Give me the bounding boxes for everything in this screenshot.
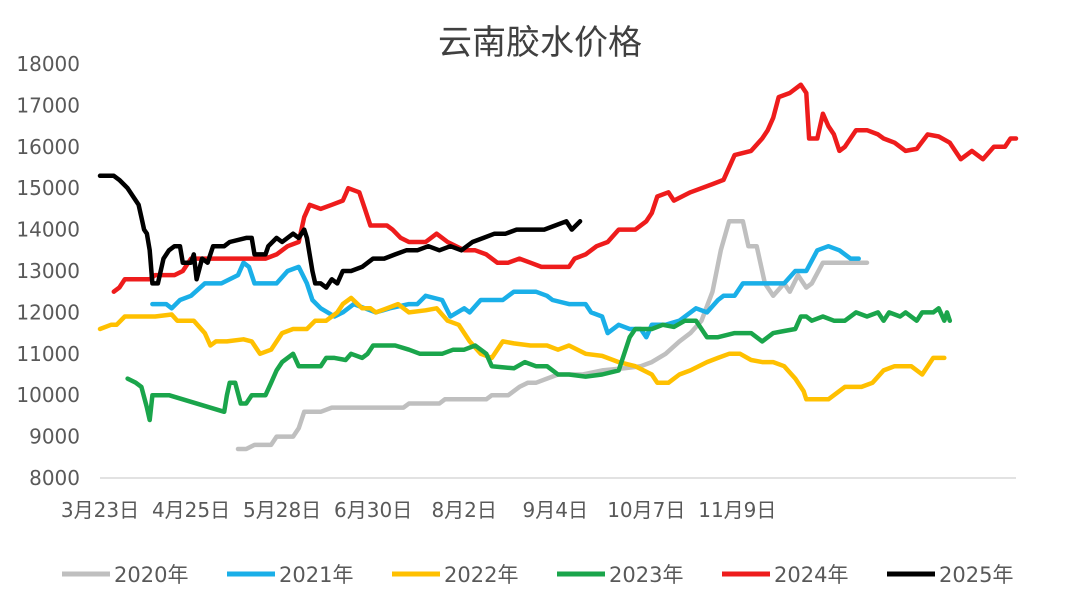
- y-tick-label: 11000: [16, 342, 80, 366]
- x-tick-label: 9月4日: [523, 498, 588, 522]
- x-tick-label: 3月23日: [61, 498, 139, 522]
- legend-label: 2023年: [609, 563, 683, 587]
- series-layer: [97, 82, 1019, 452]
- legend-label: 2020年: [114, 563, 188, 587]
- x-tick-label: 10月7日: [607, 498, 685, 522]
- y-tick-label: 15000: [16, 176, 80, 200]
- chart-title: 云南胶水价格: [438, 23, 642, 63]
- y-tick-label: 12000: [16, 300, 80, 324]
- x-tick-label: 5月28日: [243, 498, 321, 522]
- x-tick-label: 4月25日: [152, 498, 230, 522]
- y-tick-label: 10000: [16, 383, 80, 407]
- series-line-2023年: [125, 306, 953, 423]
- series-line-2021年: [150, 243, 861, 340]
- x-tick-label: 11月9日: [698, 498, 776, 522]
- x-tick-label: 6月30日: [334, 498, 412, 522]
- y-tick-label: 14000: [16, 218, 80, 242]
- legend-label: 2024年: [774, 563, 848, 587]
- y-tick-label: 17000: [16, 93, 80, 117]
- series-line-2022年: [97, 295, 947, 402]
- x-axis: 3月23日 4月25日 5月28日 6月30日 8月2日 9月4日 10月7日 11月9日: [61, 498, 777, 522]
- y-tick-label: 8000: [29, 466, 80, 490]
- legend-label: 2025年: [939, 563, 1013, 587]
- legend-label: 2022年: [444, 563, 518, 587]
- series-line-2025年: [97, 173, 583, 290]
- y-tick-label: 16000: [16, 135, 80, 159]
- y-axis: 8000 9000 10000 11000 12000 13000 14000 15000 16…: [16, 52, 80, 490]
- y-tick-label: 13000: [16, 259, 80, 283]
- series-line-2020年: [235, 219, 870, 452]
- legend-label: 2021年: [279, 563, 353, 587]
- legend: 2020年 2021年 2022年 2023年 2024年 2025年: [62, 563, 1013, 587]
- y-tick-label: 18000: [16, 52, 80, 76]
- y-tick-label: 9000: [29, 425, 80, 449]
- x-tick-label: 8月2日: [431, 498, 496, 522]
- series-line-2024年: [111, 82, 1019, 294]
